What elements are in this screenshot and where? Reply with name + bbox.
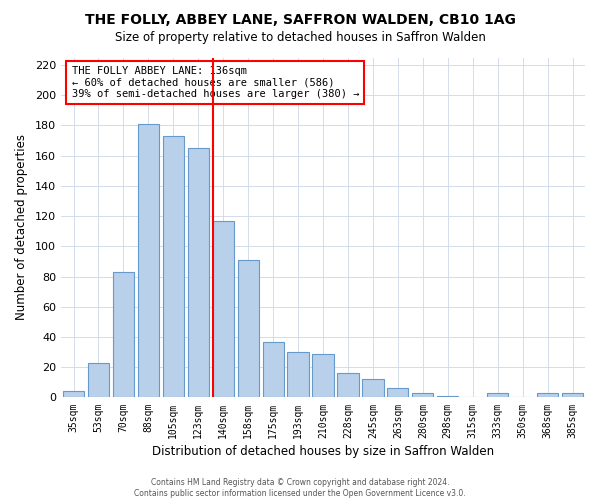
Bar [362, 380, 383, 398]
X-axis label: Distribution of detached houses by size in Saffron Walden: Distribution of detached houses by size … [152, 444, 494, 458]
Bar [287, 352, 308, 398]
Text: Size of property relative to detached houses in Saffron Walden: Size of property relative to detached ho… [115, 31, 485, 44]
Bar [487, 393, 508, 398]
Bar [63, 392, 84, 398]
Text: THE FOLLY ABBEY LANE: 136sqm
← 60% of detached houses are smaller (586)
39% of s: THE FOLLY ABBEY LANE: 136sqm ← 60% of de… [71, 66, 359, 99]
Bar [238, 260, 259, 398]
Y-axis label: Number of detached properties: Number of detached properties [15, 134, 28, 320]
Bar [88, 362, 109, 398]
Bar [437, 396, 458, 398]
Bar [138, 124, 159, 398]
Bar [337, 374, 359, 398]
Bar [163, 136, 184, 398]
Bar [188, 148, 209, 398]
Bar [263, 342, 284, 398]
Bar [562, 393, 583, 398]
Bar [212, 220, 234, 398]
Bar [412, 393, 433, 398]
Bar [113, 272, 134, 398]
Text: THE FOLLY, ABBEY LANE, SAFFRON WALDEN, CB10 1AG: THE FOLLY, ABBEY LANE, SAFFRON WALDEN, C… [85, 12, 515, 26]
Bar [313, 354, 334, 398]
Bar [387, 388, 409, 398]
Text: Contains HM Land Registry data © Crown copyright and database right 2024.
Contai: Contains HM Land Registry data © Crown c… [134, 478, 466, 498]
Bar [537, 393, 558, 398]
